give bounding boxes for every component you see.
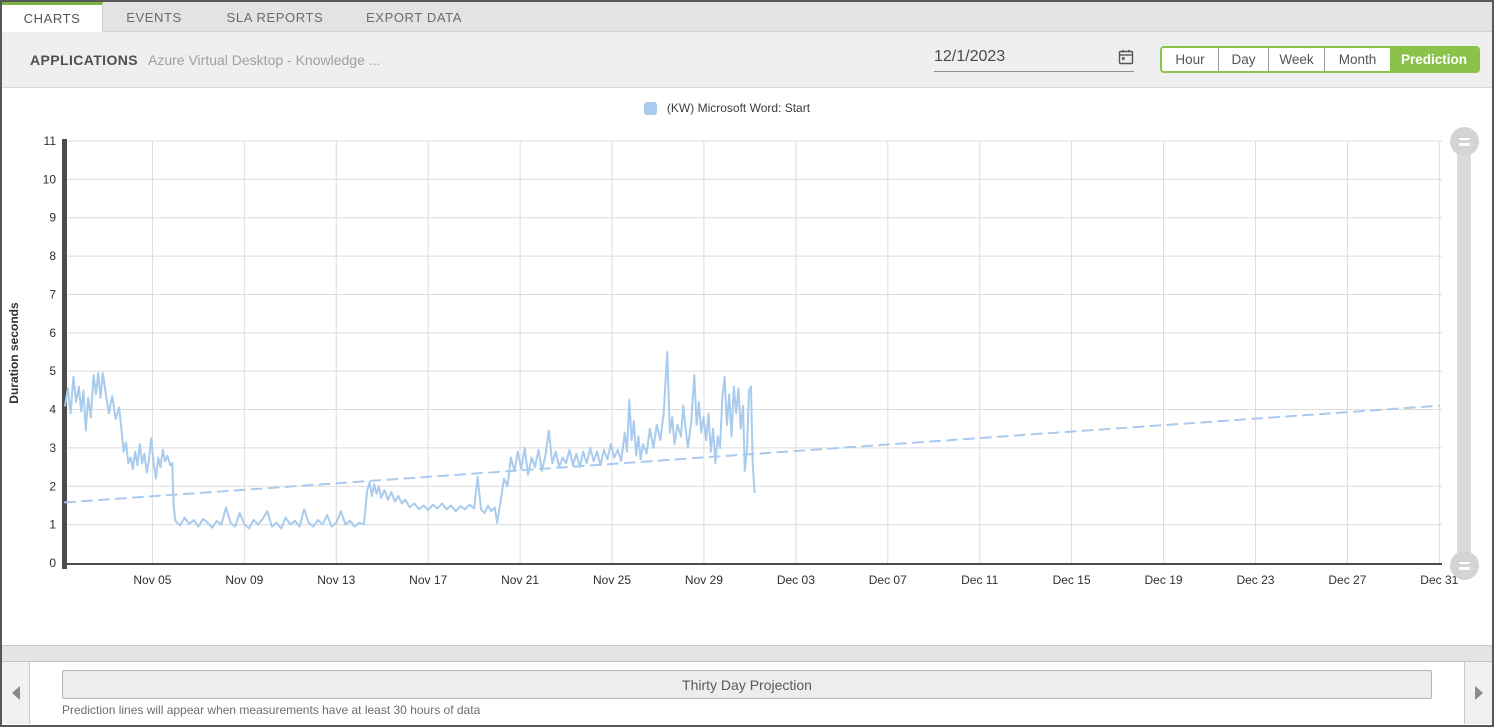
svg-text:Dec 31: Dec 31	[1420, 573, 1458, 587]
svg-text:11: 11	[44, 134, 57, 148]
y-range-slider-top-handle[interactable]	[1450, 127, 1479, 156]
svg-text:10: 10	[43, 172, 57, 186]
svg-text:7: 7	[49, 287, 56, 301]
chart-header: APPLICATIONS Azure Virtual Desktop - Kno…	[2, 32, 1492, 88]
svg-text:Nov 29: Nov 29	[685, 573, 723, 587]
range-day-button[interactable]: Day	[1218, 48, 1268, 71]
applications-label: APPLICATIONS	[30, 51, 138, 68]
legend-swatch-icon	[643, 101, 657, 115]
tab-charts[interactable]: CHARTS	[2, 2, 103, 32]
prediction-caption: Prediction lines will appear when measur…	[62, 703, 481, 717]
svg-text:6: 6	[49, 326, 56, 340]
y-range-slider-bottom-handle[interactable]	[1450, 551, 1479, 580]
svg-text:3: 3	[49, 441, 56, 455]
svg-text:Dec 15: Dec 15	[1053, 573, 1091, 587]
range-month-button[interactable]: Month	[1324, 48, 1390, 71]
svg-text:9: 9	[49, 211, 56, 225]
scroll-left-button[interactable]	[2, 662, 30, 724]
tab-sla-reports[interactable]: SLA REPORTS	[226, 9, 324, 25]
chart-legend[interactable]: (KW) Microsoft Word: Start	[2, 100, 1452, 116]
svg-text:2: 2	[49, 479, 56, 493]
svg-text:Nov 21: Nov 21	[501, 573, 539, 587]
svg-text:Dec 27: Dec 27	[1328, 573, 1366, 587]
svg-text:Nov 09: Nov 09	[225, 573, 263, 587]
tab-events[interactable]: EVENTS	[126, 9, 182, 25]
calendar-icon[interactable]	[1118, 49, 1134, 65]
chevron-left-icon	[11, 686, 20, 700]
chart-panel: (KW) Microsoft Word: Start Duration seco…	[2, 88, 1492, 646]
y-axis-title: Duration seconds	[7, 302, 21, 404]
svg-text:4: 4	[49, 403, 56, 417]
tab-bar: CHARTS EVENTS SLA REPORTS EXPORT DATA	[2, 2, 1492, 32]
svg-text:Nov 25: Nov 25	[593, 573, 631, 587]
range-prediction-button[interactable]: Prediction	[1390, 48, 1478, 71]
thirty-day-projection-button[interactable]: Thirty Day Projection	[62, 670, 1432, 699]
svg-text:Dec 19: Dec 19	[1145, 573, 1183, 587]
legend-label: (KW) Microsoft Word: Start	[666, 101, 811, 115]
svg-text:Dec 11: Dec 11	[961, 573, 998, 587]
svg-text:Nov 17: Nov 17	[409, 573, 447, 587]
svg-text:8: 8	[49, 249, 56, 263]
svg-text:Dec 23: Dec 23	[1236, 573, 1274, 587]
application-name: Azure Virtual Desktop - Knowledge ...	[148, 51, 381, 68]
svg-text:0: 0	[49, 556, 56, 570]
projection-footer: Thirty Day Projection Prediction lines w…	[2, 662, 1492, 724]
svg-text:Dec 03: Dec 03	[777, 573, 815, 587]
svg-text:Nov 05: Nov 05	[133, 573, 171, 587]
svg-text:Nov 13: Nov 13	[317, 573, 355, 587]
range-hour-button[interactable]: Hour	[1162, 48, 1218, 71]
range-button-group: Hour Day Week Month Prediction	[1160, 46, 1480, 73]
tab-export-data[interactable]: EXPORT DATA	[366, 9, 462, 25]
svg-text:5: 5	[49, 364, 56, 378]
svg-text:1: 1	[49, 518, 56, 532]
y-range-slider-track[interactable]	[1457, 141, 1471, 565]
date-value[interactable]: 12/1/2023	[934, 47, 1006, 65]
svg-text:Dec 07: Dec 07	[869, 573, 907, 587]
date-input[interactable]: 12/1/2023	[934, 48, 1134, 72]
divider-strip	[2, 646, 1492, 662]
scroll-right-button[interactable]	[1464, 662, 1492, 724]
chevron-right-icon	[1474, 686, 1483, 700]
line-chart: 0 1 2 3 4 5 6 7 8 9 10 11 Nov 05 Nov 09 Nov 13 Nov 17 No…	[43, 134, 1459, 587]
range-week-button[interactable]: Week	[1268, 48, 1324, 71]
